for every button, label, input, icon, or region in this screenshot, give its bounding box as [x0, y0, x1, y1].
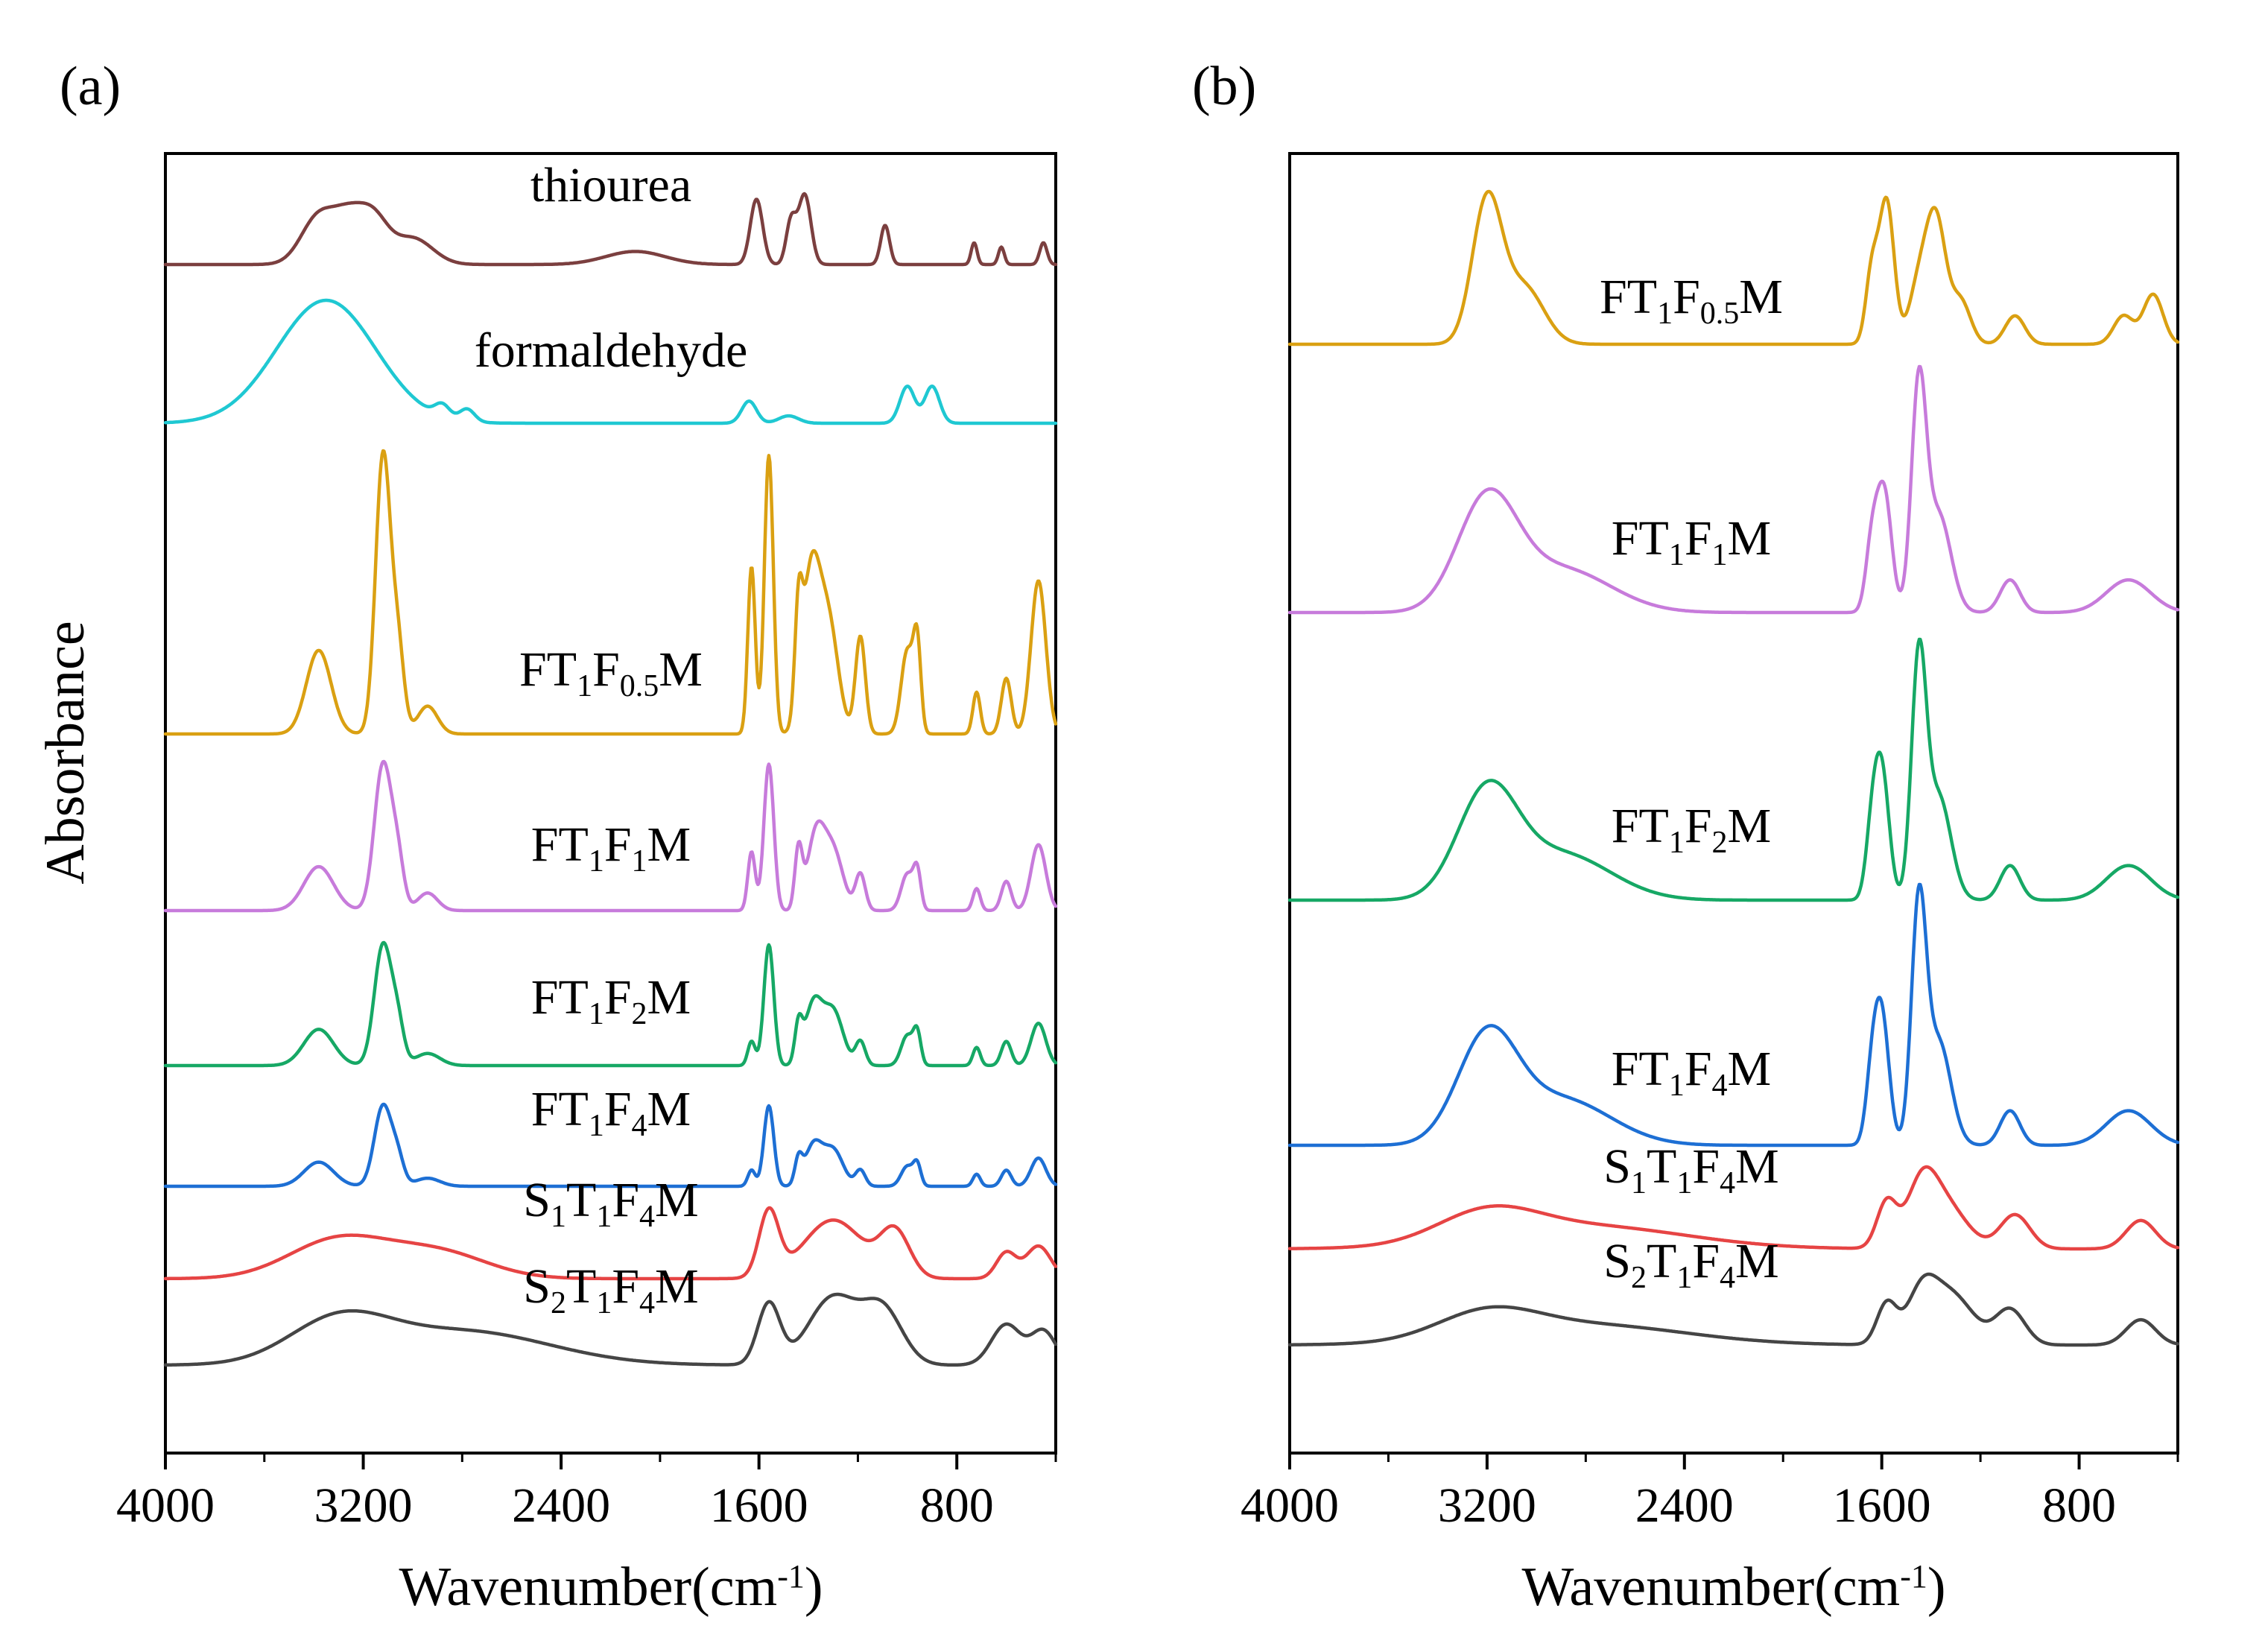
panel-b-traces: [1287, 189, 2180, 1347]
panel-b-letter: (b): [1192, 56, 1256, 117]
series-label-s2t1f4m: S2T1F4M: [523, 1259, 698, 1320]
panel-b-x-axis-label-sup: -1: [1900, 1558, 1927, 1595]
series-label-ft1f2m: FT1F2M: [531, 970, 691, 1031]
panel-a-traces: [163, 192, 1058, 1367]
series-label-ft1f0-5m: FT1F0.5M: [519, 642, 703, 703]
series-label-ft1f4m: FT1F4M: [531, 1082, 691, 1143]
spectrum-line-formaldehyde: [163, 298, 1058, 425]
spectrum-line-s2t1f4m: [163, 1292, 1058, 1367]
spectrum-line-s1t1f4m: [1287, 1165, 2180, 1251]
spectrum-line-ft1f2m: [1287, 637, 2180, 902]
x-tick-label: 800: [2042, 1478, 2116, 1533]
series-label-ft1f1m: FT1F1M: [531, 817, 691, 879]
spectrum-line-ft1f4m: [163, 1102, 1058, 1189]
panel-a-x-axis-label-close: ): [805, 1557, 823, 1618]
spectrum-line-ft1f2m: [163, 940, 1058, 1068]
series-label-s2t1f4m: S2T1F4M: [1603, 1234, 1778, 1295]
panel-b-plot-frame: [1288, 152, 2179, 1455]
spectrum-line-ft1f0-5m: [1287, 189, 2180, 346]
panel-a-letter: (a): [60, 56, 121, 117]
x-tick-label: 2400: [512, 1478, 610, 1533]
x-tick-label: 800: [920, 1478, 994, 1533]
spectrum-line-s1t1f4m: [163, 1206, 1058, 1281]
panel-b-x-axis-ticks: 4000 3200 2400 1600 800: [1241, 1453, 2179, 1533]
panel-a-x-axis-ticks: 4000 3200 2400 1600 800: [116, 1453, 1057, 1533]
series-label-ft1f0-5m: FT1F0.5M: [1600, 270, 1783, 331]
series-label-thiourea: thiourea: [530, 158, 691, 212]
x-tick-label: 4000: [116, 1478, 215, 1533]
spectrum-line-ft1f1m: [163, 759, 1058, 913]
spectrum-line-s2t1f4m: [1287, 1272, 2180, 1347]
panel-b: (b) FT1F0.5M FT1F1M FT1F2M FT1F4M S1T1F4M S2T…: [1192, 56, 2180, 1618]
spectrum-line-ft1f1m: [1287, 364, 2180, 615]
spectrum-line-thiourea: [163, 192, 1058, 267]
x-tick-label: 2400: [1635, 1478, 1734, 1533]
spectrum-line-ft1f4m: [1287, 882, 2180, 1148]
panel-b-series-labels: FT1F0.5M FT1F1M FT1F2M FT1F4M S1T1F4M S2T1F4M: [1600, 270, 1783, 1295]
panel-b-x-axis-label-close: ): [1927, 1557, 1946, 1618]
spectrum-line-ft1f0-5m: [163, 449, 1058, 736]
series-label-s1t1f4m: S1T1F4M: [523, 1173, 698, 1234]
x-tick-label: 3200: [1438, 1478, 1536, 1533]
x-tick-label: 1600: [1833, 1478, 1931, 1533]
series-label-ft1f4m: FT1F4M: [1612, 1042, 1771, 1103]
x-tick-label: 3200: [314, 1478, 413, 1533]
series-label-ft1f1m: FT1F1M: [1612, 511, 1771, 572]
panel-a-x-axis-label-main: Wavenumber(cm: [399, 1557, 777, 1618]
panel-a-x-axis-label-sup: -1: [777, 1558, 805, 1595]
panel-a-y-axis-label: Absorbance: [35, 621, 96, 884]
x-tick-label: 1600: [710, 1478, 808, 1533]
panel-b-x-axis-label-main: Wavenumber(cm: [1521, 1557, 1900, 1618]
panel-a-plot-frame: [164, 152, 1057, 1455]
x-tick-label: 4000: [1241, 1478, 1339, 1533]
series-label-formaldehyde: formaldehyde: [475, 323, 748, 378]
panel-a-series-labels: thiourea formaldehyde FT1F0.5M FT1F1M FT1F2M…: [475, 158, 748, 1320]
panel-b-x-axis-label: Wavenumber(cm-1): [1521, 1557, 1945, 1618]
series-label-ft1f2m: FT1F2M: [1612, 799, 1771, 860]
panel-a-x-axis-label: Wavenumber(cm-1): [399, 1557, 823, 1618]
panel-a: (a) thiourea formaldehyde FT1F0.5M FT1F1M FT…: [35, 56, 1058, 1618]
series-label-s1t1f4m: S1T1F4M: [1603, 1139, 1778, 1200]
